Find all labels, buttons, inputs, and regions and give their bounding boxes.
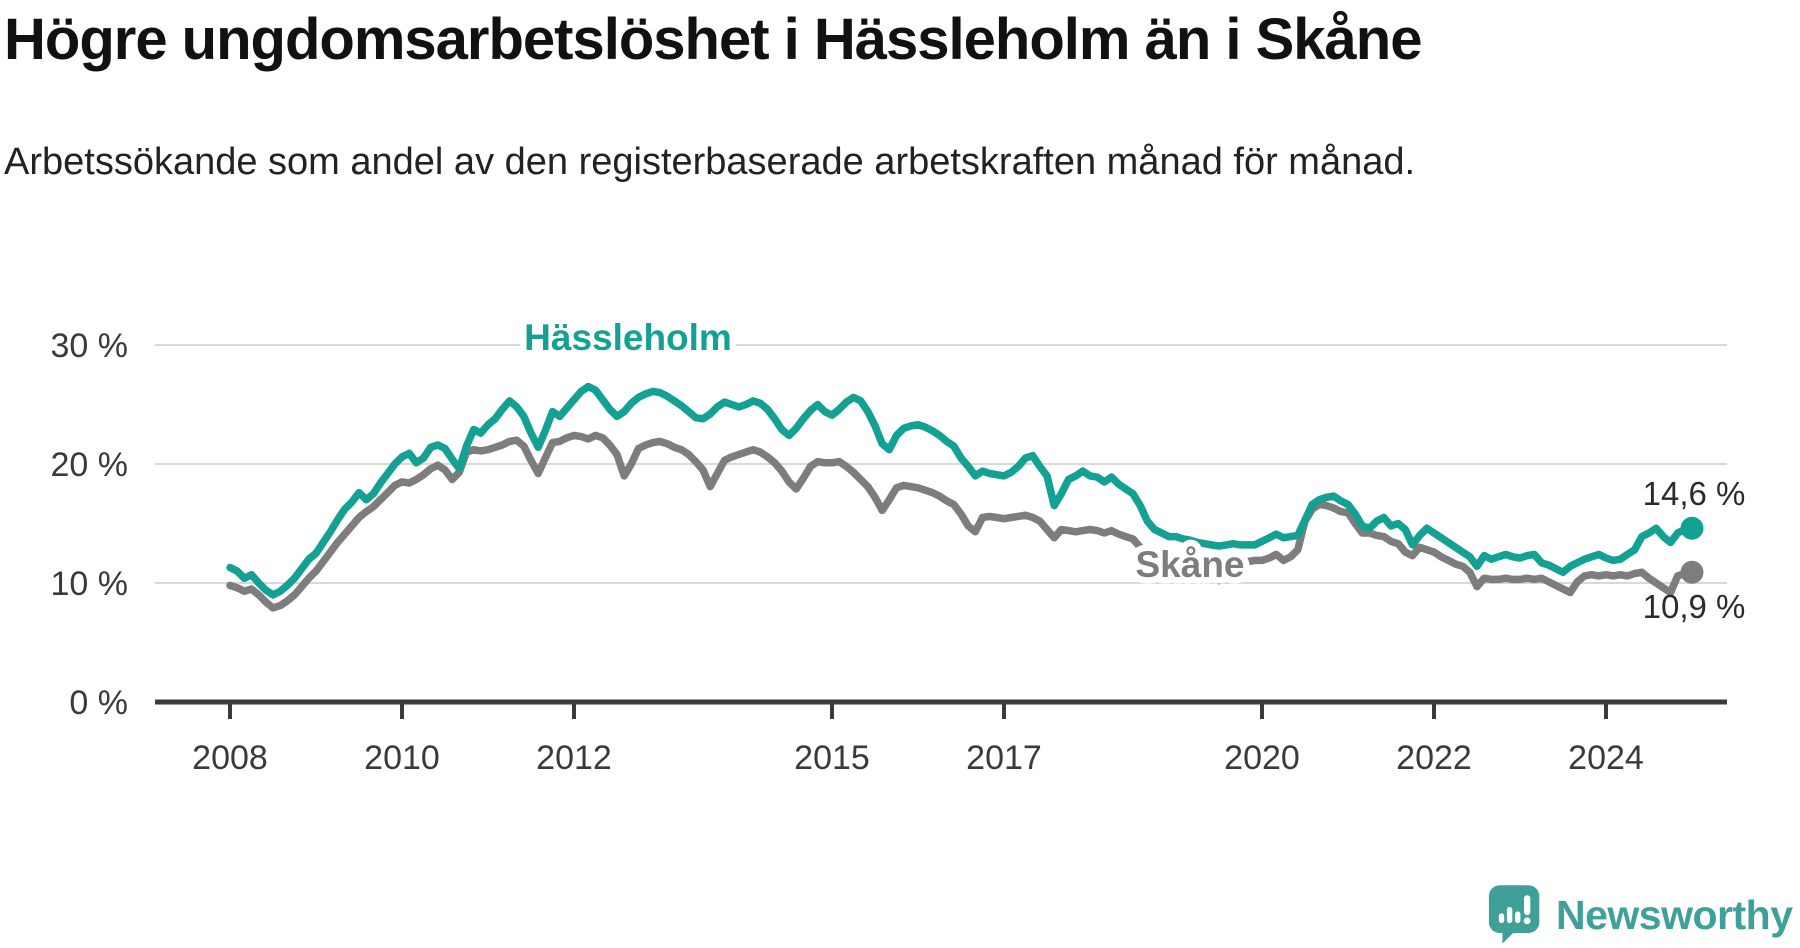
end-value-label-skne: 10,9 % bbox=[1643, 588, 1746, 625]
newsworthy-logo: Newsworthy bbox=[1488, 884, 1793, 946]
y-axis-label-30: 30 % bbox=[51, 327, 129, 365]
x-axis-label-2012: 2012 bbox=[536, 739, 612, 777]
y-axis-label-20: 20 % bbox=[51, 446, 129, 484]
skne-line bbox=[226, 431, 1696, 612]
end-dot-hssleholm bbox=[1680, 516, 1704, 540]
x-axis-label-2015: 2015 bbox=[794, 739, 870, 777]
newsworthy-logo-icon bbox=[1488, 885, 1540, 944]
x-axis-label-2008: 2008 bbox=[192, 739, 268, 777]
x-axis-label-2010: 2010 bbox=[364, 739, 440, 777]
newsworthy-logo-text: Newsworthy bbox=[1556, 891, 1793, 938]
y-axis-label-0: 0 % bbox=[69, 684, 128, 722]
hssleholm-line bbox=[226, 382, 1696, 599]
x-axis-label-2020: 2020 bbox=[1224, 739, 1300, 777]
y-axis-label-10: 10 % bbox=[51, 565, 129, 603]
end-dot-skne bbox=[1680, 560, 1704, 584]
x-axis-label-2024: 2024 bbox=[1568, 739, 1644, 777]
end-value-label-hssleholm: 14,6 % bbox=[1643, 475, 1746, 512]
series-label-skne: Skåne bbox=[1135, 544, 1244, 585]
page-title: Högre ungdomsarbetslöshet i Hässleholm ä… bbox=[4, 7, 1422, 72]
chart-subtitle: Arbetssökande som andel av den registerb… bbox=[4, 141, 1416, 183]
series-label-hssleholm: Hässleholm bbox=[524, 317, 732, 358]
x-axis-label-2022: 2022 bbox=[1396, 739, 1472, 777]
x-axis-label-2017: 2017 bbox=[966, 739, 1042, 777]
